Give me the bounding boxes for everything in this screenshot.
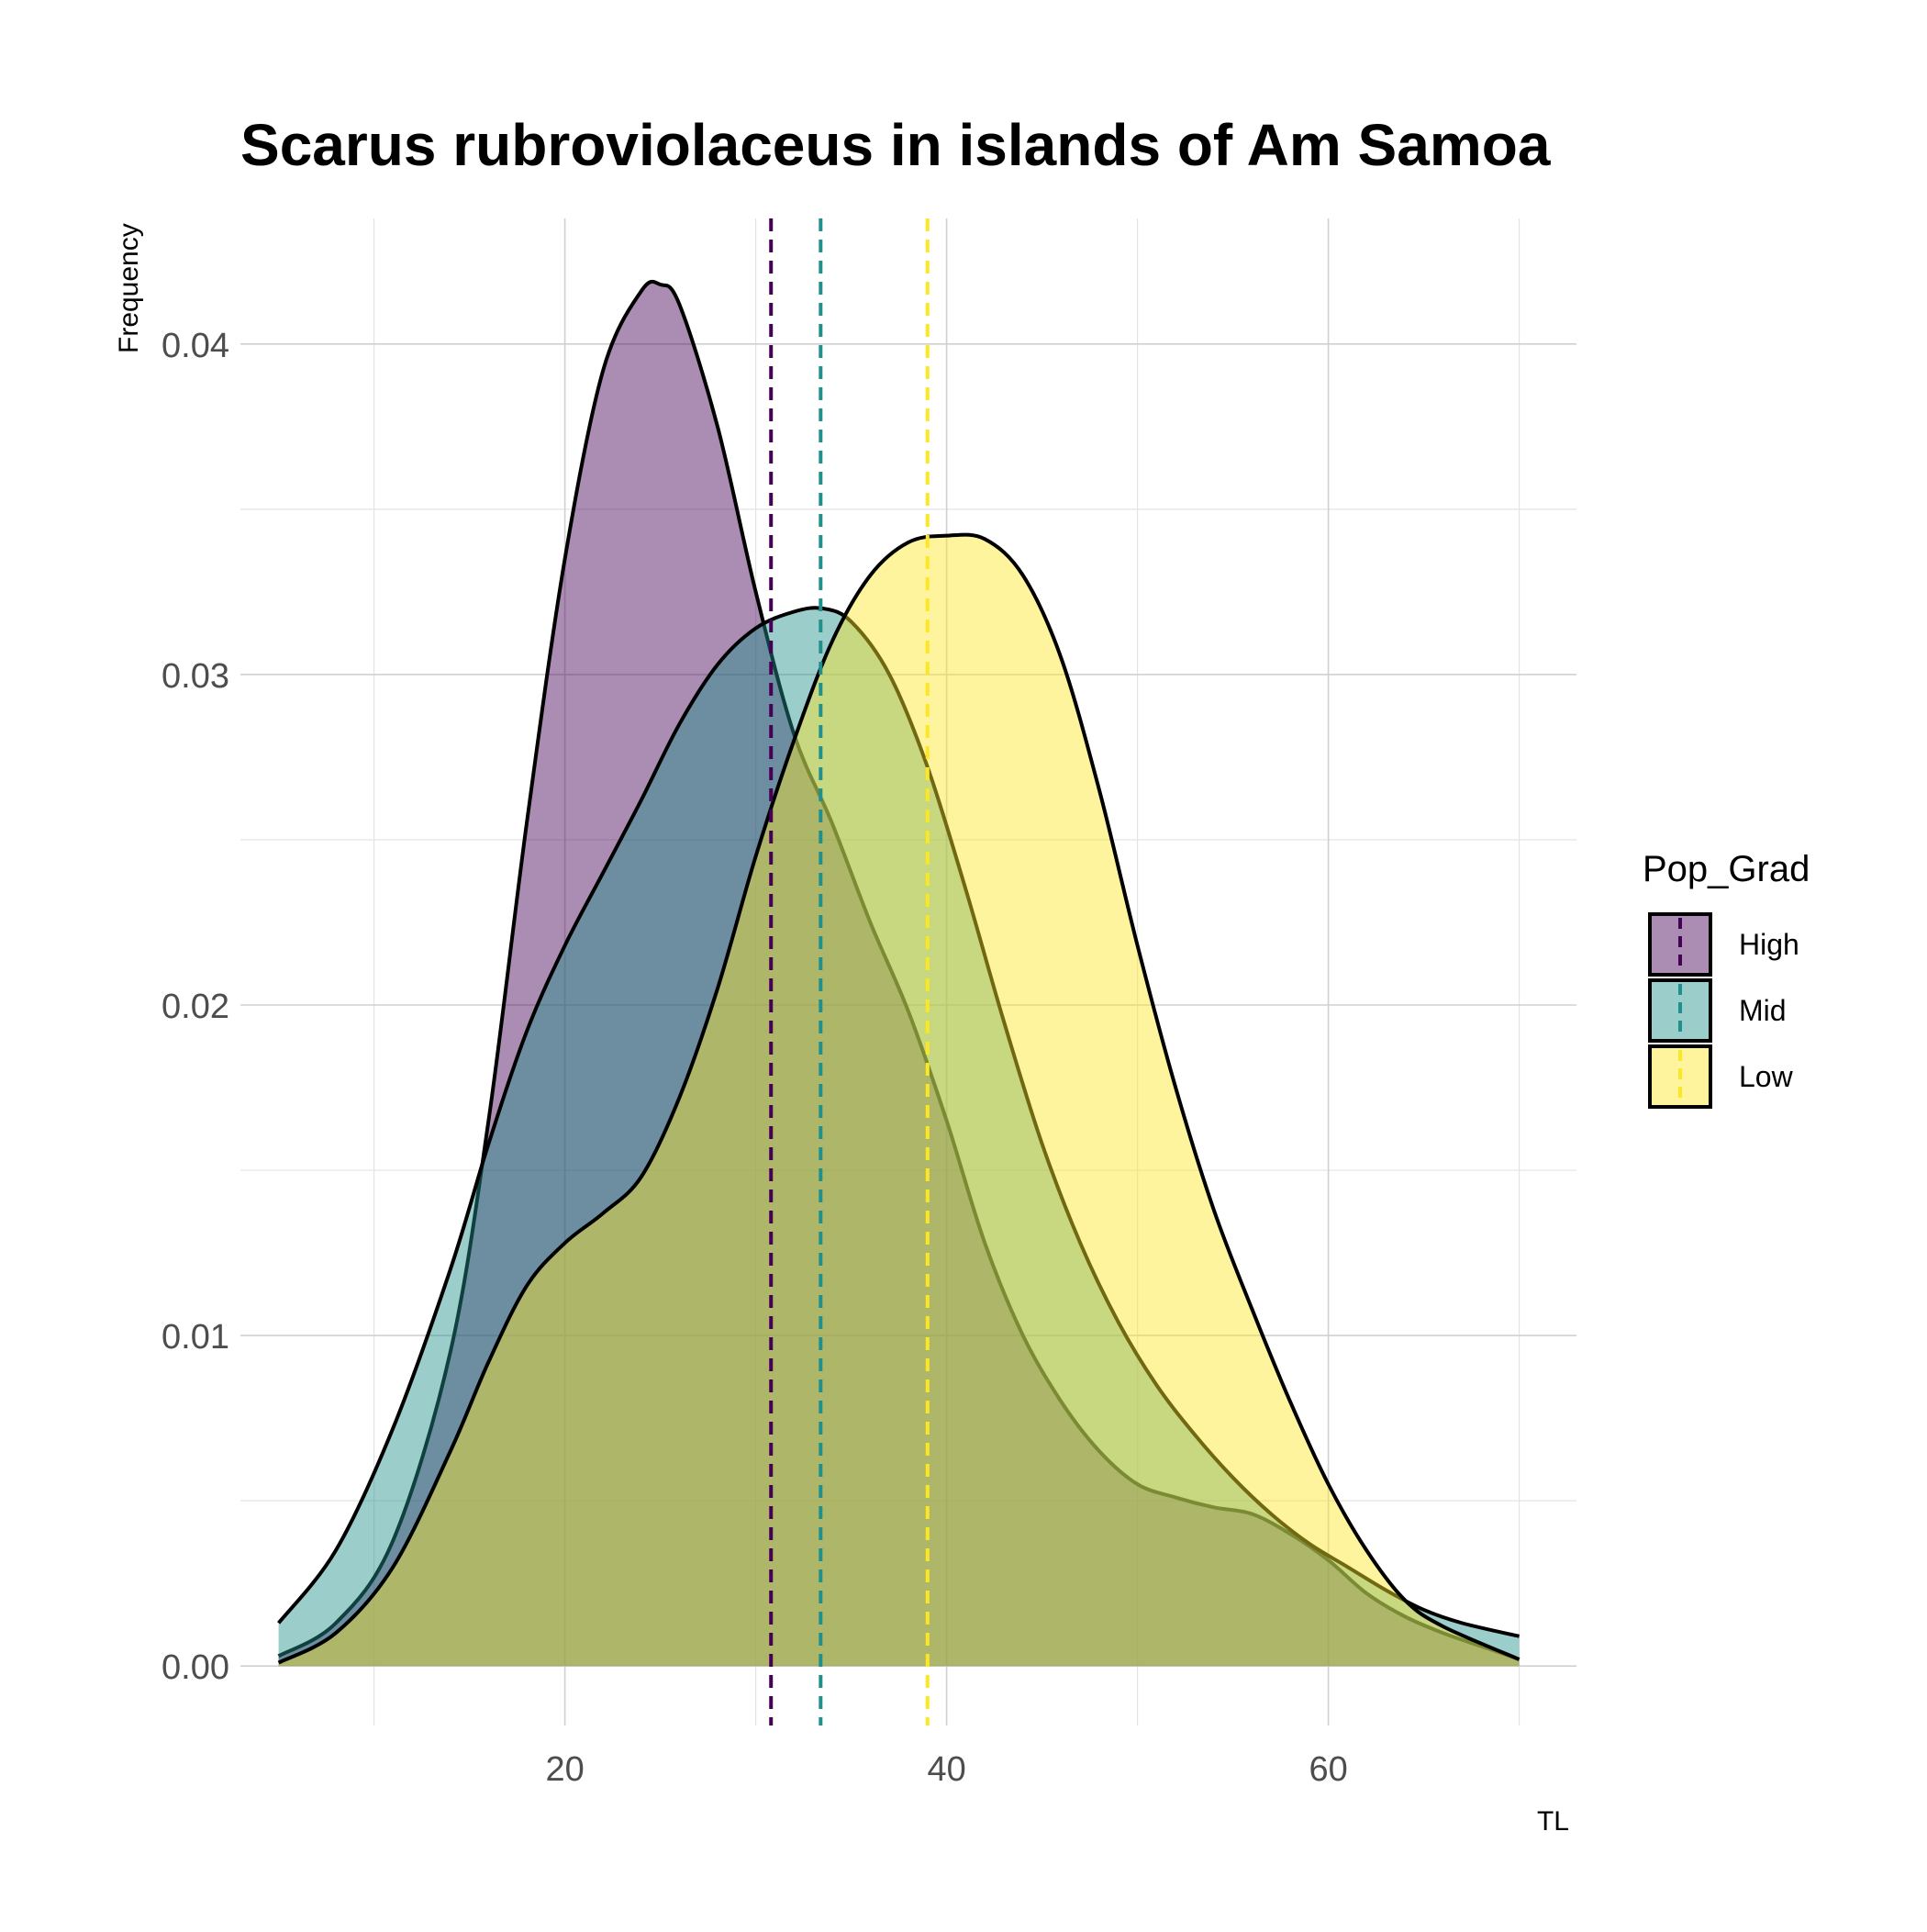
- legend: Pop_Grad High Mid Low: [1643, 849, 1810, 1109]
- legend-item-mid: Mid: [1648, 978, 1787, 1043]
- y-tick-label: 0.01: [162, 1318, 229, 1357]
- x-axis-ticks: 20 40 60: [545, 1750, 1347, 1789]
- legend-label: High: [1739, 928, 1799, 961]
- chart-title: Scarus rubroviolaceus in islands of Am S…: [240, 112, 1551, 178]
- y-axis-ticks: 0.00 0.01 0.02 0.03 0.04: [162, 327, 229, 1687]
- y-tick-label: 0.04: [162, 327, 229, 365]
- x-axis-title: TL: [1537, 1806, 1569, 1837]
- density-area-mid: [278, 608, 1520, 1667]
- density-outline-low: [277, 532, 1520, 1665]
- y-tick-label: 0.00: [162, 1648, 229, 1687]
- legend-item-low: Low: [1648, 1044, 1794, 1109]
- legend-label: Mid: [1739, 994, 1787, 1027]
- grid-lines: [240, 218, 1576, 1725]
- density-outline-mid: [277, 606, 1520, 1638]
- mean-lines: [769, 218, 930, 1725]
- density-outline-high: [277, 279, 1520, 1661]
- y-tick-label: 0.03: [162, 657, 229, 696]
- density-area-high: [278, 281, 1520, 1667]
- y-tick-label: 0.02: [162, 988, 229, 1026]
- legend-label: Low: [1739, 1060, 1794, 1093]
- x-tick-label: 20: [545, 1750, 584, 1789]
- x-tick-label: 60: [1309, 1750, 1347, 1789]
- y-axis-title: Frequency: [114, 223, 144, 353]
- density-areas: [277, 279, 1520, 1667]
- legend-item-high: High: [1648, 912, 1799, 977]
- x-tick-label: 40: [927, 1750, 965, 1789]
- density-area-low: [278, 534, 1520, 1667]
- legend-title: Pop_Grad: [1643, 849, 1810, 889]
